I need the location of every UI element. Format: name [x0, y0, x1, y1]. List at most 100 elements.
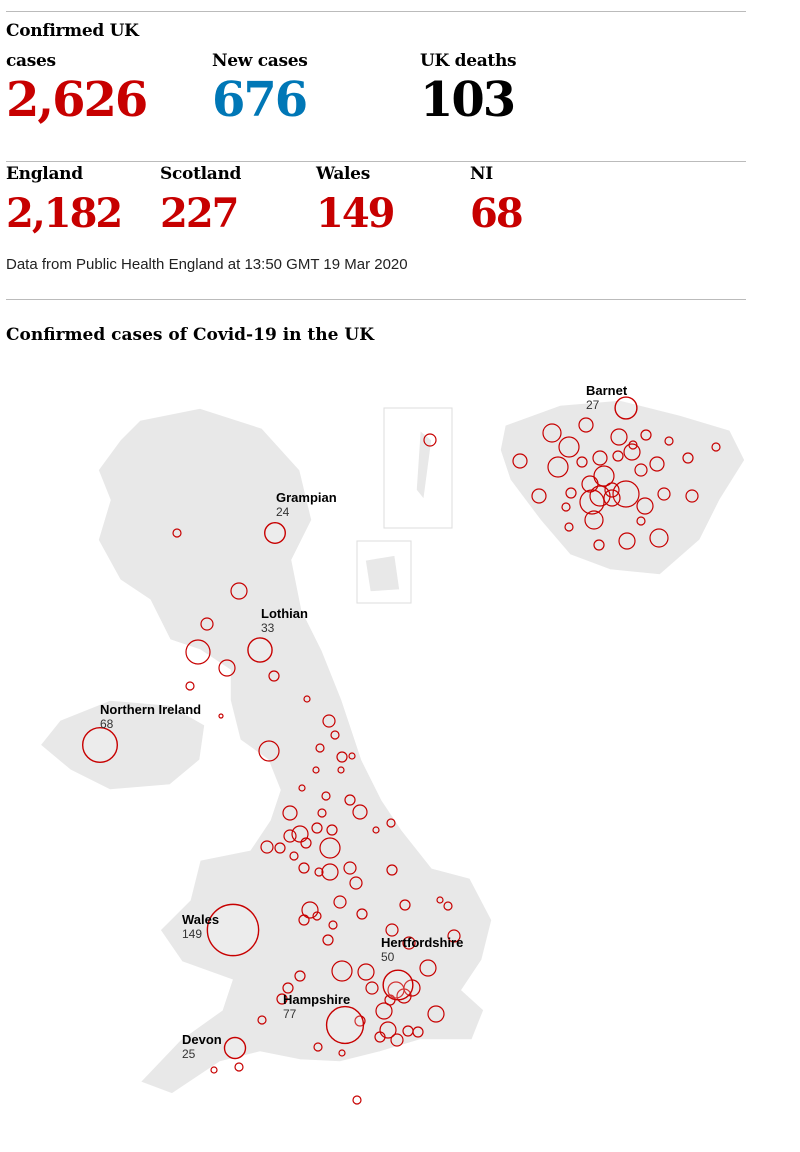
- area-bubble: [282, 982, 294, 994]
- land: [38, 399, 746, 1095]
- bubble: [614, 396, 638, 420]
- shetland: [415, 428, 433, 502]
- area-bubble: [322, 714, 336, 728]
- area-bubble: [338, 1049, 346, 1057]
- area-bubble: [427, 1005, 445, 1023]
- area-bubble: [218, 659, 236, 677]
- great-britain: [97, 407, 493, 1095]
- stat-value: 676: [212, 72, 308, 128]
- nation-value: 2,182: [6, 190, 123, 237]
- area-bubble: [542, 423, 562, 443]
- nation-label: England: [6, 164, 83, 184]
- area-cases: 50: [381, 950, 395, 964]
- stat-label: New cases: [212, 51, 308, 71]
- london: [499, 399, 746, 576]
- area-bubble: [357, 963, 375, 981]
- area-bubble: [260, 840, 274, 854]
- area-bubble: [352, 804, 368, 820]
- area-bubble: [268, 670, 280, 682]
- stat-label: UK deaths: [420, 51, 517, 71]
- area-bubble: [333, 895, 347, 909]
- area-cases: 68: [100, 717, 114, 731]
- stat-value: 103: [420, 72, 516, 128]
- area-bubble: [257, 1015, 267, 1025]
- area-bubble: [200, 617, 214, 631]
- area-bubble: [331, 960, 353, 982]
- area-bubble: [612, 480, 640, 508]
- source: Data from Public Health England at 13:50…: [6, 256, 408, 273]
- area-bubble: [623, 443, 641, 461]
- area-bubble: [336, 751, 348, 763]
- area-bubble: [282, 805, 298, 821]
- area-bubbles: [172, 417, 721, 1105]
- area-bubble: [218, 713, 224, 719]
- bubble: [223, 1036, 247, 1060]
- area-bubble: [386, 864, 398, 876]
- area-bubble: [531, 488, 547, 504]
- area-bubble: [576, 456, 588, 468]
- area-bubble: [185, 639, 211, 665]
- area-name: Lothian: [261, 606, 308, 621]
- area-bubble: [276, 993, 288, 1005]
- area-bubble: [321, 791, 331, 801]
- area-bubble: [564, 522, 574, 532]
- nation-label: NI: [470, 164, 493, 184]
- area-bubble: [711, 442, 721, 452]
- bubble: [382, 969, 414, 1001]
- area-bubble: [423, 433, 437, 447]
- area-bubble: [319, 837, 341, 859]
- area-bubble: [664, 436, 674, 446]
- area-cases: 27: [586, 398, 600, 412]
- area-name: Devon: [182, 1032, 222, 1047]
- bubble: [264, 522, 286, 544]
- area-bubble: [300, 837, 312, 849]
- area-bubble: [234, 1062, 244, 1072]
- nation-value: 227: [160, 190, 239, 237]
- stat-value: 2,626: [6, 72, 148, 128]
- area-bubble: [385, 923, 399, 937]
- area-bubble: [375, 1002, 393, 1020]
- area-bubble: [344, 794, 356, 806]
- area-bubble: [294, 970, 306, 982]
- area-bubble: [321, 863, 339, 881]
- area-bubble: [352, 1095, 362, 1105]
- area-bubble: [649, 528, 669, 548]
- area-bubble: [330, 730, 340, 740]
- area-bubble: [291, 825, 309, 843]
- area-bubble: [636, 516, 646, 526]
- stat-label: Confirmed UK cases: [6, 21, 139, 71]
- area-bubble: [230, 582, 248, 600]
- area-bubble: [343, 861, 357, 875]
- area-bubble: [348, 752, 356, 760]
- rule: [6, 11, 746, 12]
- nation-value: 68: [470, 190, 524, 237]
- area-bubble: [593, 465, 615, 487]
- area-bubble: [419, 959, 437, 977]
- area-bubble: [558, 436, 580, 458]
- area-bubble: [593, 539, 605, 551]
- area-bubble: [412, 1026, 424, 1038]
- area-bubble: [589, 485, 611, 507]
- area-bubble: [210, 1066, 218, 1074]
- area-bubble: [640, 429, 652, 441]
- area-bubble: [337, 766, 345, 774]
- area-bubble: [443, 901, 453, 911]
- area-bubble: [584, 510, 604, 530]
- area-bubble: [374, 1031, 386, 1043]
- nation-label: Scotland: [160, 164, 242, 184]
- area-bubble: [365, 981, 379, 995]
- area-bubble: [298, 784, 306, 792]
- area-bubble: [579, 489, 605, 515]
- isles: [364, 554, 401, 593]
- area-bubble: [379, 1021, 397, 1039]
- area-bubble: [565, 487, 577, 499]
- area-bubble: [649, 456, 665, 472]
- area-bubble: [298, 914, 310, 926]
- area-bubble: [399, 899, 411, 911]
- rule: [6, 299, 746, 300]
- area-name: Wales: [182, 912, 219, 927]
- area-cases: 149: [182, 927, 202, 941]
- area-bubble: [386, 818, 396, 828]
- area-bubble: [447, 929, 461, 943]
